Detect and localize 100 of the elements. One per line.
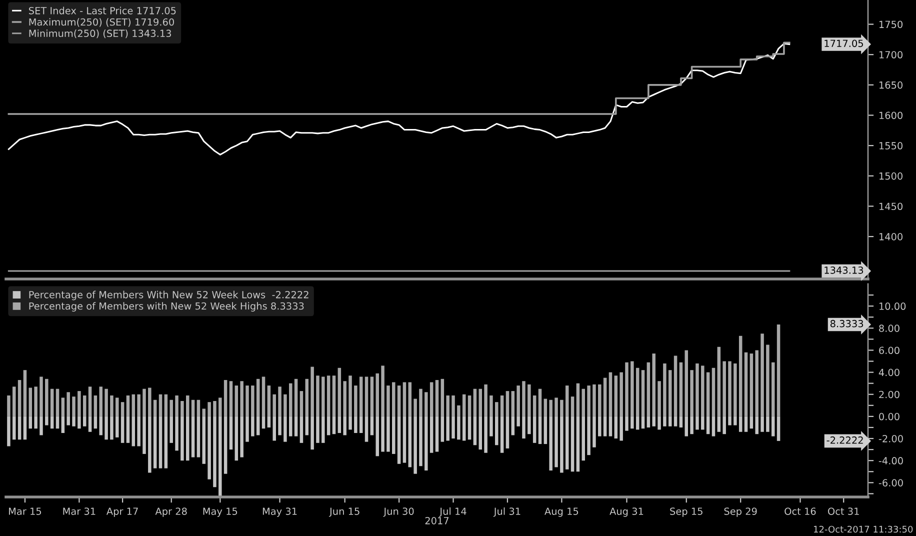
- bar: [256, 378, 260, 416]
- bar: [61, 416, 65, 433]
- bar: [636, 416, 640, 430]
- bar: [734, 363, 737, 416]
- bar: [696, 416, 699, 430]
- bar: [158, 416, 162, 468]
- bar: [284, 394, 287, 416]
- bar: [674, 356, 678, 416]
- line-series: [8, 42, 790, 156]
- bar: [706, 372, 710, 416]
- bar: [338, 416, 342, 433]
- y-tick-label: -4.00: [878, 457, 903, 464]
- x-tick-label: Oct 31: [828, 508, 859, 515]
- y-tick-label: 1700: [879, 51, 903, 58]
- bar: [343, 416, 346, 436]
- bar: [326, 376, 330, 416]
- bar: [208, 416, 211, 480]
- bar: [240, 381, 244, 416]
- bar: [750, 416, 754, 429]
- bar: [760, 416, 764, 432]
- bar: [728, 416, 732, 426]
- bar: [744, 352, 748, 416]
- bar: [288, 383, 292, 416]
- bar: [284, 416, 287, 442]
- text: 1343.13: [824, 266, 864, 274]
- bar: [544, 416, 548, 444]
- bar: [538, 388, 542, 416]
- bar: [620, 416, 623, 441]
- bar: [376, 416, 379, 456]
- bar: [516, 386, 520, 416]
- bar: [132, 416, 136, 446]
- bar: [717, 416, 721, 432]
- bar: [359, 416, 363, 433]
- bar: [392, 382, 396, 416]
- bar: [658, 381, 661, 416]
- bar: [652, 354, 656, 416]
- bar: [218, 416, 222, 496]
- y-tick-label: -6.00: [878, 479, 903, 486]
- bar: [684, 350, 688, 416]
- bar: [424, 416, 428, 471]
- x-tick-label: Jul 14: [439, 507, 466, 517]
- bar: [364, 416, 368, 442]
- y-tick-label: 1400: [879, 233, 903, 240]
- bar: [668, 416, 672, 426]
- bar: [300, 391, 304, 416]
- legend-label: Minimum(250) (SET) 1343.13: [29, 30, 172, 38]
- bar: [576, 416, 580, 472]
- bar: [549, 400, 552, 416]
- legend-label: Maximum(250) (SET) 1719.60: [29, 18, 174, 27]
- bar: [34, 416, 38, 429]
- bar: [446, 395, 450, 416]
- bar: [224, 416, 228, 474]
- bar: [484, 384, 488, 416]
- y-tick-label: 0.00: [879, 412, 900, 420]
- bar: [234, 416, 238, 461]
- bar: [158, 394, 162, 416]
- bar: [251, 386, 254, 416]
- bar: [202, 408, 206, 416]
- bar: [386, 416, 390, 452]
- bar: [582, 416, 586, 461]
- bar: [126, 395, 130, 416]
- bar: [45, 378, 48, 416]
- bar: [7, 395, 10, 416]
- x-tick-label: Sep 29: [724, 508, 757, 517]
- bar: [66, 416, 70, 426]
- bar: [229, 381, 233, 416]
- bar: [570, 416, 574, 472]
- x-tick-label: May 31: [262, 508, 297, 517]
- bar: [12, 386, 16, 416]
- bar: [66, 392, 70, 416]
- bar: [528, 384, 531, 416]
- bar: [56, 416, 60, 429]
- bar: [435, 380, 439, 416]
- bar: [734, 416, 737, 426]
- bar: [755, 350, 758, 416]
- bar: [110, 395, 114, 416]
- bar: [23, 416, 27, 440]
- bar: [104, 416, 108, 440]
- bar: [582, 388, 586, 416]
- bar: [414, 416, 417, 474]
- y-tick-label: 1600: [879, 112, 903, 120]
- bar: [364, 376, 368, 416]
- bar: [522, 381, 526, 416]
- x-tick-label: May 15: [203, 508, 238, 517]
- bar: [142, 388, 146, 416]
- bar: [164, 394, 168, 416]
- bar: [668, 370, 672, 416]
- bar: [478, 416, 482, 450]
- bar: [34, 386, 38, 416]
- bar: [495, 416, 498, 446]
- bar: [348, 416, 352, 430]
- bar: [679, 362, 683, 416]
- bar: [490, 395, 493, 416]
- bar: [278, 416, 282, 436]
- bar: [554, 398, 558, 416]
- bar: [354, 386, 358, 416]
- bar: [376, 373, 379, 416]
- bar: [148, 388, 152, 416]
- bar: [50, 388, 54, 416]
- bar: [532, 395, 536, 416]
